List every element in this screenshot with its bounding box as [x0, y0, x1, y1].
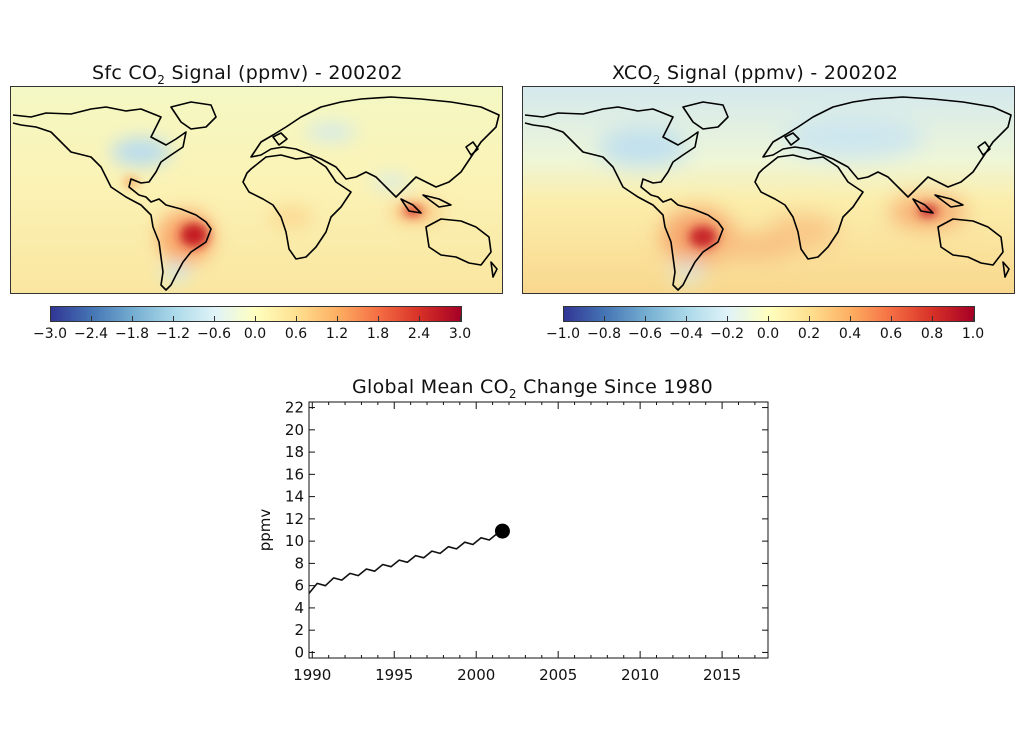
left-colorbar-tick-mark — [91, 316, 92, 322]
right-blob-patagonia-blue — [672, 262, 704, 282]
right-colorbar-tick-label: 0.8 — [920, 326, 944, 342]
left-colorbar-tick-label: −3.0 — [33, 326, 67, 342]
x-tick-label: 2010 — [621, 666, 659, 684]
left-blob-na-blue — [111, 138, 171, 166]
left-colorbar-tick-mark — [337, 316, 338, 322]
right-colorbar-tick-label: −0.8 — [587, 326, 621, 342]
right-coastlines — [524, 96, 1012, 291]
left-blob-brazil-red — [180, 223, 208, 247]
x-tick-label: 2005 — [539, 666, 577, 684]
y-tick-label: 14 — [285, 488, 304, 506]
left-colorbar-tick-mark — [419, 316, 420, 322]
left-colorbar-tick-mark — [214, 316, 215, 322]
chart-title: Global Mean CO2 Change Since 1980 — [352, 376, 713, 401]
x-tick-label: 1995 — [375, 666, 413, 684]
right-colorbar-tick-mark — [645, 316, 646, 322]
right-colorbar-tick-mark — [932, 316, 933, 322]
x-tick-label: 2015 — [703, 666, 741, 684]
right-colorbar-tick-mark — [727, 316, 728, 322]
y-tick-label: 2 — [294, 621, 304, 639]
y-tick-label: 0 — [294, 643, 304, 661]
right-colorbar-tick-mark — [809, 316, 810, 322]
right-colorbar-tick-label: −0.4 — [669, 326, 703, 342]
left-colorbar-tick-label: −1.2 — [156, 326, 190, 342]
x-tick-label: 2000 — [457, 666, 495, 684]
y-tick-label: 20 — [285, 421, 304, 439]
left-colorbar-tick-mark — [50, 316, 51, 322]
left-colorbar-tick-mark — [460, 316, 461, 322]
right-colorbar-tick-mark — [850, 316, 851, 322]
right-colorbar-tick-label: 0.6 — [879, 326, 903, 342]
y-tick-label: 16 — [285, 465, 304, 483]
right-colorbar-tick-label: 0.2 — [797, 326, 821, 342]
left-colorbar-tick-mark — [378, 316, 379, 322]
right-blob-na-blue — [598, 127, 688, 167]
left-map-canvas — [11, 87, 502, 293]
right-colorbar-gradient — [563, 306, 975, 322]
left-colorbar-tick-mark — [132, 316, 133, 322]
x-tick-label: 1990 — [293, 666, 331, 684]
right-colorbar-tick-mark — [973, 316, 974, 322]
series-line — [308, 530, 503, 594]
left-colorbar-tick-label: 0.6 — [284, 326, 308, 342]
y-tick-label: 18 — [285, 443, 304, 461]
left-colorbar-tick-mark — [296, 316, 297, 322]
left-colorbar-tick-label: 0.0 — [243, 326, 267, 342]
right-colorbar-tick-label: −1.0 — [546, 326, 580, 342]
left-colorbar-tick-mark — [173, 316, 174, 322]
right-colorbar-tick-mark — [563, 316, 564, 322]
right-blob-brazil-red — [689, 226, 717, 248]
right-map-canvas — [523, 87, 1014, 293]
left-map — [10, 86, 503, 294]
left-colorbar: −3.0 −2.4 −1.8 −1.2 −0.6 0.0 0.6 1.2 1.8 2.4 3.0 — [33, 306, 471, 346]
y-tick-label: 10 — [285, 532, 304, 550]
right-colorbar-tick-mark — [604, 316, 605, 322]
left-colorbar-tick-mark — [255, 316, 256, 322]
left-colorbar-tick-label: 1.8 — [366, 326, 390, 342]
left-blob-patagonia-blue — [162, 263, 190, 281]
right-map-title: XCO2 Signal (ppmv) - 200202 — [612, 62, 899, 87]
right-colorbar-tick-label: −0.2 — [710, 326, 744, 342]
right-colorbar-tick-mark — [891, 316, 892, 322]
left-blob-eurasia-blue — [306, 124, 356, 140]
y-tick-label: 12 — [285, 510, 304, 528]
left-colorbar-tick-label: 2.4 — [407, 326, 431, 342]
current-point-marker — [494, 523, 510, 539]
right-blob-plume-orange — [708, 235, 798, 259]
left-colorbar-tick-label: 1.2 — [325, 326, 349, 342]
right-colorbar-tick-mark — [686, 316, 687, 322]
left-coastlines — [12, 96, 500, 291]
left-map-background — [11, 87, 502, 293]
right-colorbar-tick-label: −0.6 — [628, 326, 662, 342]
left-colorbar-tick-label: −1.8 — [115, 326, 149, 342]
right-colorbar-tick-mark — [768, 316, 769, 322]
right-colorbar-tick-label: 1.0 — [961, 326, 985, 342]
y-axis-label: ppmv — [256, 509, 274, 552]
right-colorbar: −1.0 −0.8 −0.6 −0.4 −0.2 0.0 0.2 0.4 0.6 0.8 1.0 — [546, 306, 984, 346]
right-map — [522, 86, 1015, 294]
right-blob-indonesia-red — [918, 205, 938, 217]
left-colorbar-tick-label: −0.6 — [197, 326, 231, 342]
right-colorbar-tick-label: 0.0 — [756, 326, 780, 342]
y-tick-label: 4 — [294, 599, 304, 617]
y-tick-label: 22 — [285, 399, 304, 417]
left-colorbar-tick-label: 3.0 — [448, 326, 472, 342]
y-tick-label: 6 — [294, 577, 304, 595]
right-map-background — [523, 87, 1014, 293]
plot-frame — [308, 401, 769, 659]
left-blob-asia-blue — [371, 175, 411, 189]
left-colorbar-tick-label: −2.4 — [74, 326, 108, 342]
right-blob-asia-blue — [783, 115, 923, 159]
left-blob-africa-orange — [269, 207, 313, 227]
right-colorbar-tick-label: 0.4 — [838, 326, 862, 342]
y-tick-label: 8 — [294, 554, 304, 572]
left-colorbar-gradient — [50, 306, 462, 322]
left-map-title: Sfc CO2 Signal (ppmv) - 200202 — [92, 62, 403, 87]
